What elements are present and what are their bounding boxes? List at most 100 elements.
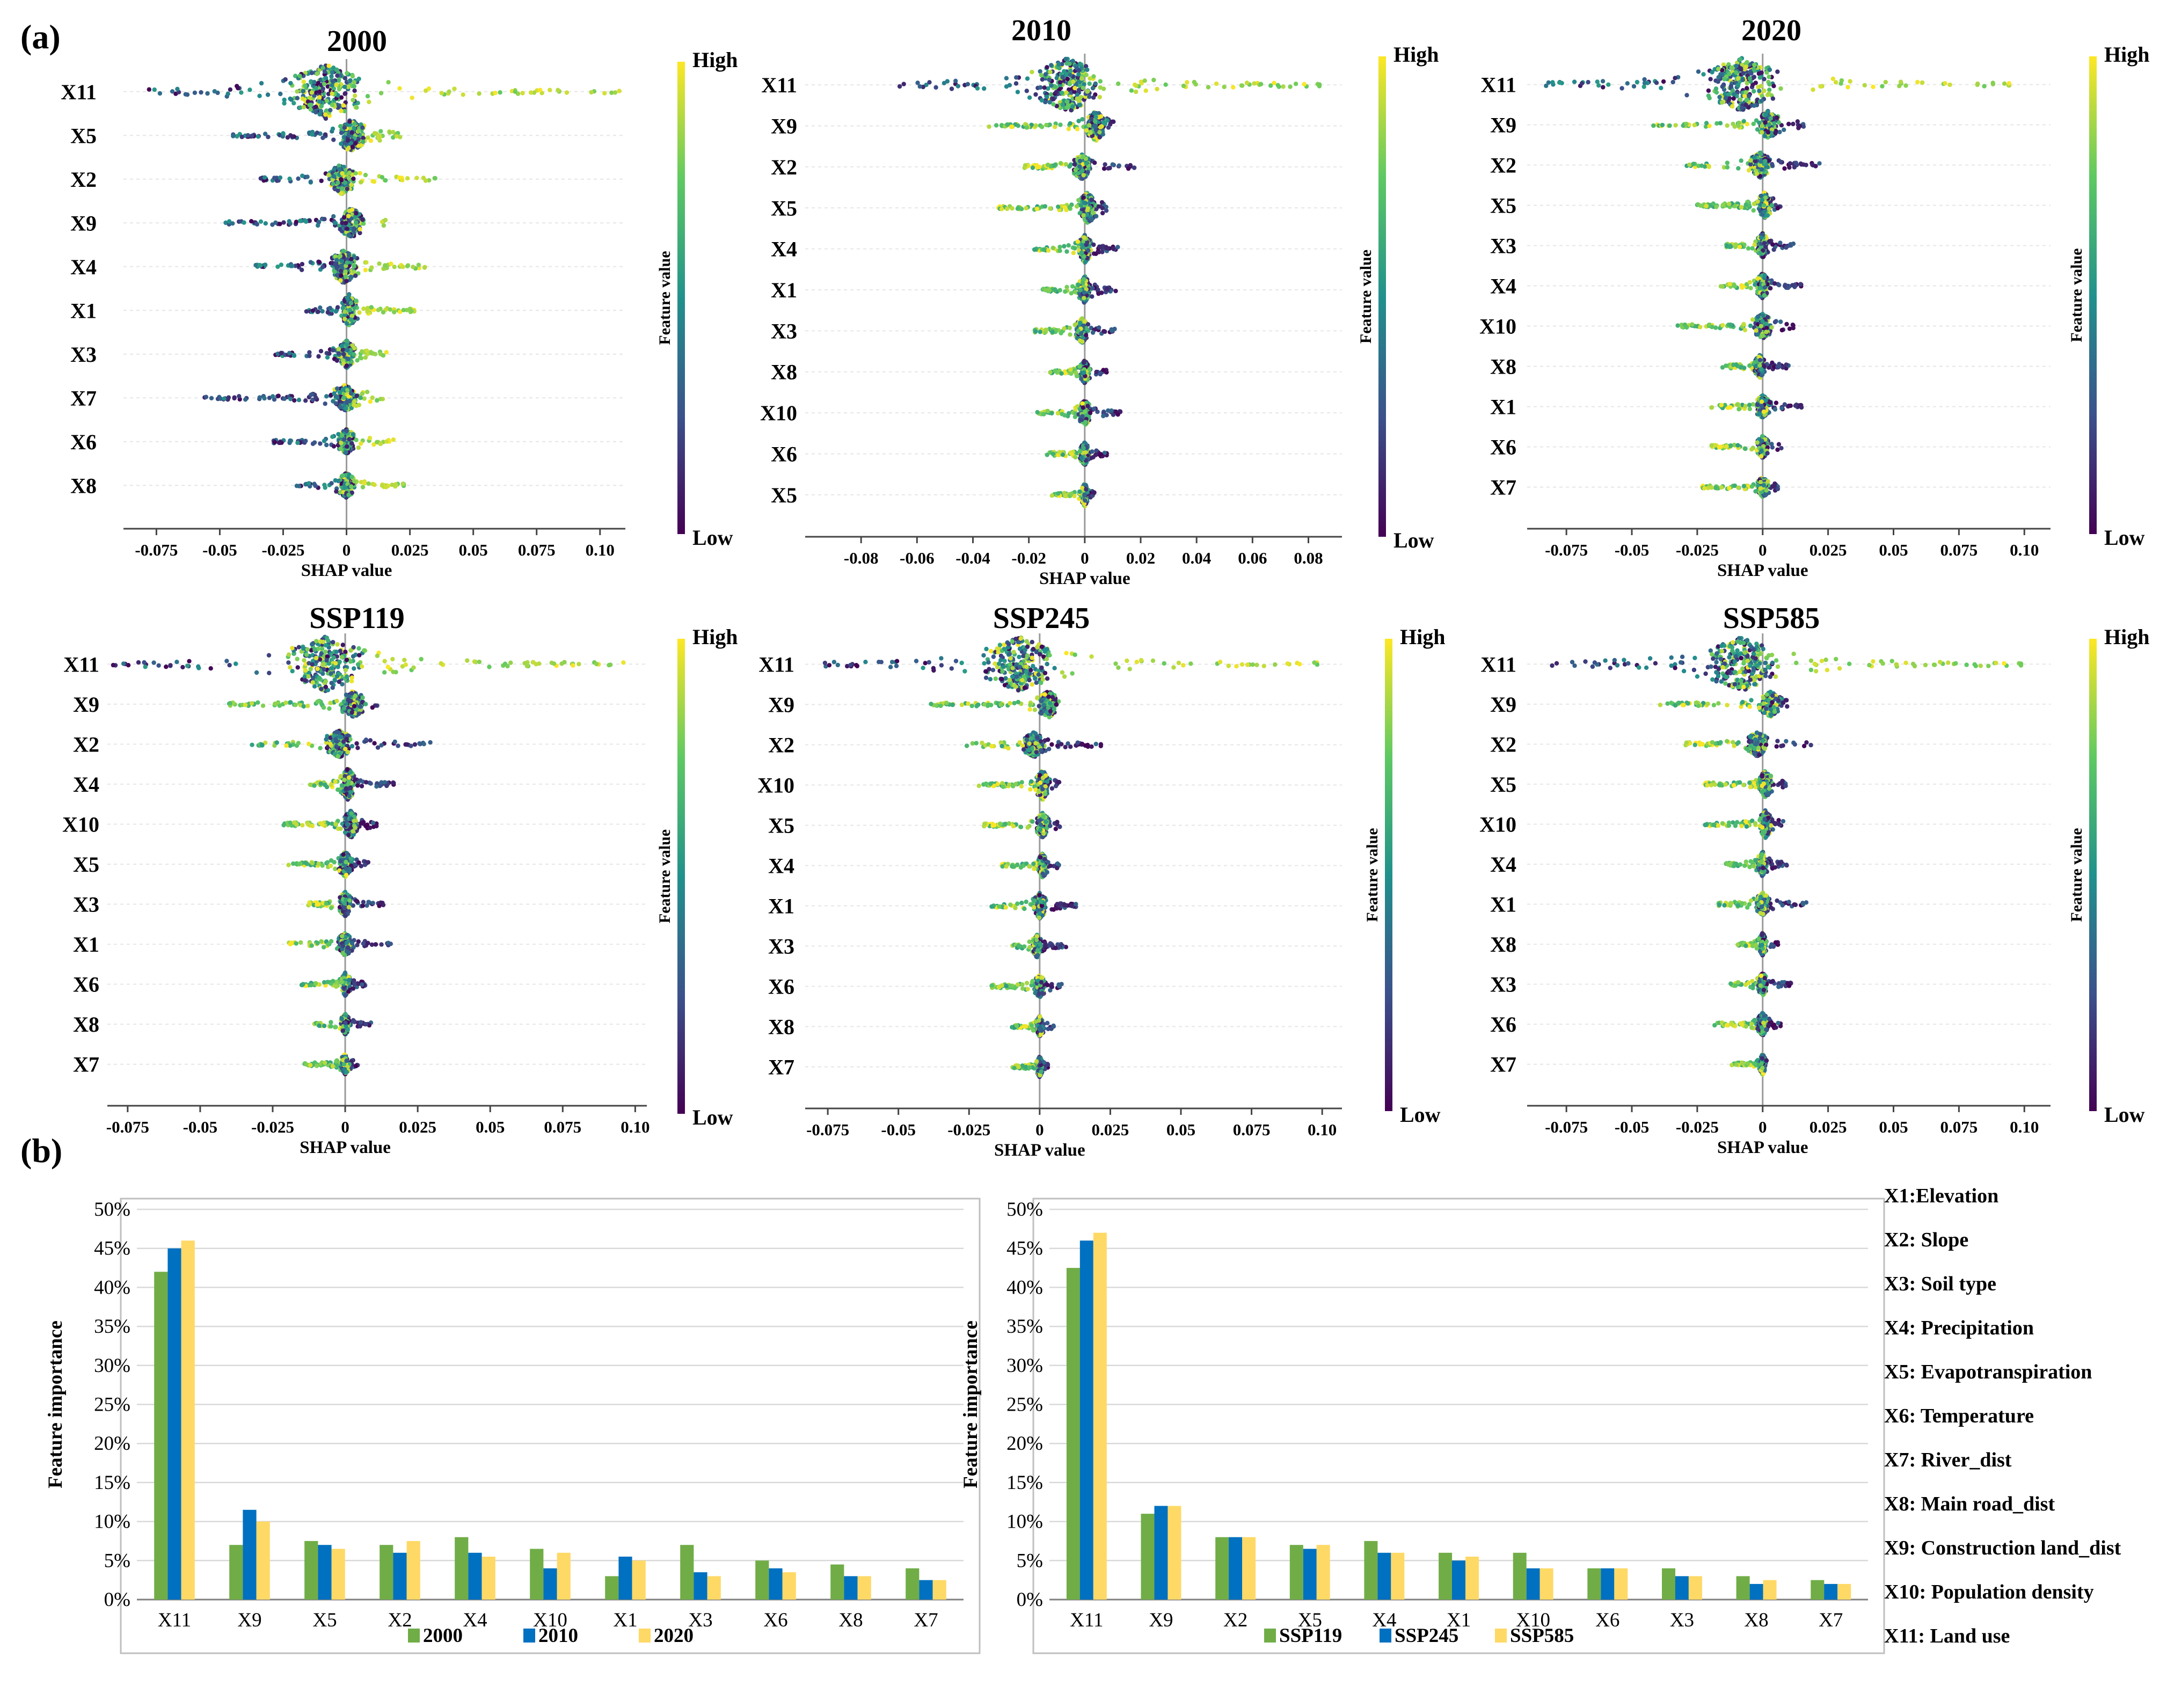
shap-point (1090, 330, 1096, 335)
shap-point (1068, 68, 1073, 74)
shap-point (364, 390, 370, 395)
feature-label: X5 (70, 123, 97, 148)
shap-point (1099, 200, 1105, 205)
shap-point (330, 83, 334, 88)
shap-point (1085, 67, 1090, 72)
beeswarm-x11 (147, 63, 622, 121)
shap-point (1056, 491, 1061, 496)
shap-point (1033, 329, 1038, 334)
shap-point (1185, 80, 1190, 85)
shap-point (1098, 85, 1103, 90)
shap-point (331, 214, 336, 219)
shap-point (352, 264, 356, 269)
shap-point (1163, 82, 1168, 87)
shap-point (352, 403, 356, 407)
shap-point (1063, 289, 1068, 294)
shap-point (369, 305, 374, 310)
shap-point (346, 253, 352, 258)
shap-point (346, 84, 351, 90)
shap-point (312, 440, 317, 445)
shap-point (346, 232, 351, 237)
shap-point (341, 249, 346, 253)
shap-point (307, 96, 312, 100)
shap-point (1004, 206, 1010, 211)
shap-point (310, 308, 316, 313)
shap-point (1076, 171, 1081, 176)
x-tick-label: 0.075 (518, 541, 556, 559)
shap-point (340, 221, 345, 225)
shap-point (1082, 235, 1087, 240)
x-tick-label: 0.08 (1294, 549, 1323, 567)
shap-point (287, 176, 292, 181)
shap-point (316, 223, 320, 228)
shap-point (1034, 207, 1040, 211)
x-tick-label: -0.02 (1011, 549, 1046, 567)
shap-point (308, 392, 313, 397)
shap-point (307, 353, 312, 359)
shap-point (401, 308, 406, 312)
x-tick-label: 0 (1081, 549, 1089, 567)
colorbar-high-label: High (692, 48, 738, 72)
shap-point (1097, 135, 1102, 140)
shap-point (308, 179, 313, 184)
x-tick-label: 0.05 (459, 541, 488, 559)
shap-point (346, 214, 351, 218)
shap-point (356, 136, 361, 141)
shap-point (1103, 162, 1107, 167)
shap-point (354, 437, 359, 442)
shap-point (333, 309, 339, 314)
shap-point (427, 178, 432, 183)
shap-point (1244, 81, 1250, 85)
shap-point (1093, 114, 1098, 120)
shap-point (345, 138, 351, 143)
feature-label: X8 (771, 360, 797, 384)
shap-point (386, 80, 391, 85)
shap-point (339, 177, 344, 182)
shap-point (313, 104, 318, 110)
shap-point (249, 219, 254, 224)
shap-point (366, 135, 370, 140)
shap-point (301, 89, 306, 93)
shap-point (1057, 450, 1062, 455)
shap-point (380, 483, 385, 488)
shap-point (363, 172, 368, 178)
shap-point (352, 80, 356, 85)
shap-point (1281, 84, 1286, 89)
shap-point (307, 103, 312, 107)
shap-point (1302, 82, 1307, 86)
shap-point (322, 82, 327, 86)
shap-point (1041, 412, 1046, 417)
shap-point (338, 124, 343, 129)
shap-panel-title: 2010 (1011, 14, 1071, 47)
shap-point (316, 309, 320, 314)
shap-point (305, 99, 311, 104)
shap-point (1091, 95, 1096, 100)
shap-point (1009, 125, 1014, 129)
shap-point (345, 186, 349, 192)
shap-point (360, 217, 365, 222)
shap-point (1101, 329, 1107, 334)
shap-point (330, 79, 335, 84)
shap-point (334, 258, 339, 262)
shap-point (1063, 493, 1068, 499)
colorbar-title: Feature value (1357, 250, 1375, 344)
shap-point (345, 296, 350, 301)
shap-point (347, 437, 352, 442)
shap-point (391, 437, 396, 442)
shap-point (538, 87, 543, 92)
shap-point (1033, 123, 1039, 128)
shap-point (350, 74, 355, 79)
shap-point (338, 73, 343, 78)
shap-point (1058, 122, 1063, 127)
shap-point (360, 349, 364, 354)
shap-point (1024, 89, 1030, 93)
shap-point (331, 348, 335, 353)
shap-point (1032, 247, 1037, 252)
shap-point (1053, 287, 1057, 292)
shap-point (1128, 163, 1133, 168)
shap-point (272, 176, 277, 180)
shap-point (1082, 254, 1086, 259)
beeswarm-x1 (304, 292, 417, 327)
x-tick-label: -0.075 (135, 541, 178, 559)
